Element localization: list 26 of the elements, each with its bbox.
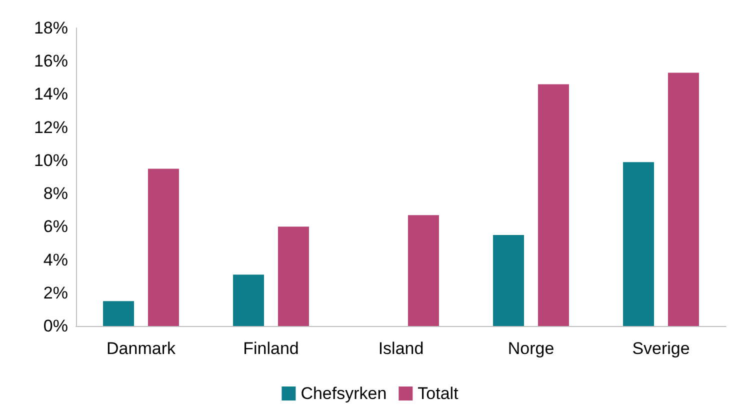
y-tick-label: 8% [43,184,68,204]
x-tick-label: Norge [508,339,554,358]
y-tick-label: 12% [34,118,68,137]
bar [538,84,569,326]
x-tick-label: Sverige [632,339,690,358]
bar [278,226,309,326]
x-tick-label: Island [378,339,424,358]
bar [148,168,179,326]
legend-label: Chefsyrken [300,384,387,403]
y-tick-label: 2% [43,283,68,302]
x-tick-label: Finland [243,339,299,358]
y-tick-label: 16% [34,52,68,71]
x-tick-label: Danmark [106,339,176,358]
bar [623,162,654,326]
legend-label: Totalt [418,384,459,403]
bar [668,72,699,326]
y-tick-label: 0% [43,316,68,336]
bar [233,274,264,326]
y-tick-label: 10% [34,150,68,170]
bar [408,215,439,326]
y-tick-label: 4% [43,250,68,270]
bar [103,301,134,326]
bar [493,234,524,326]
y-tick-label: 18% [34,18,68,38]
y-tick-label: 6% [43,217,68,236]
y-tick-label: 14% [34,84,68,104]
